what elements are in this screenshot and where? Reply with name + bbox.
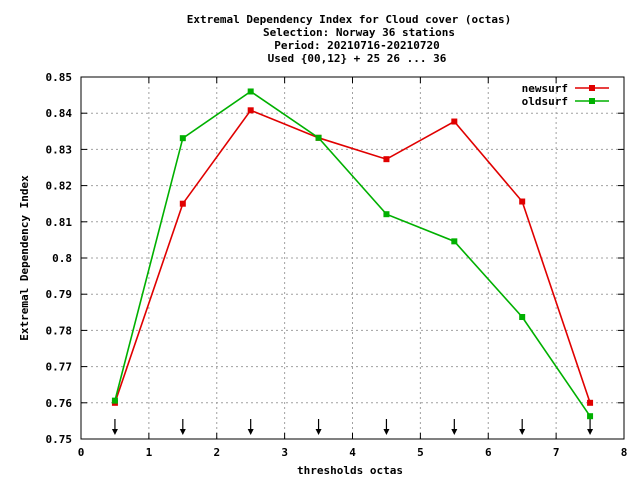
title-line-3: Period: 20210716-20210720 xyxy=(274,39,440,52)
oldsurf-point xyxy=(111,397,118,404)
oldsurf-point xyxy=(519,314,526,321)
y-tick-label: 0.78 xyxy=(46,324,73,337)
y-tick-label: 0.81 xyxy=(46,216,73,229)
threshold-arrow xyxy=(451,419,458,435)
oldsurf-point xyxy=(315,134,322,141)
y-tick-label: 0.82 xyxy=(46,180,73,193)
x-axis-label: thresholds octas xyxy=(297,464,403,477)
legend-marker xyxy=(589,98,595,104)
legend-marker xyxy=(589,85,595,91)
threshold-arrow xyxy=(315,419,322,435)
y-tick-label: 0.84 xyxy=(46,107,73,120)
threshold-arrow xyxy=(179,419,186,435)
oldsurf-line xyxy=(114,90,591,417)
legend-entry-oldsurf: oldsurf xyxy=(522,95,609,108)
newsurf-point xyxy=(179,200,186,207)
x-tick-labels: 0 1 2 3 4 5 6 7 8 xyxy=(78,446,628,459)
x-tick-label: 5 xyxy=(417,446,424,459)
x-tick-label: 7 xyxy=(553,446,560,459)
legend-label: oldsurf xyxy=(522,95,568,108)
series-oldsurf xyxy=(111,88,594,420)
plot-frame xyxy=(80,76,625,440)
oldsurf-point xyxy=(247,88,254,95)
oldsurf-point xyxy=(383,211,390,218)
newsurf-point xyxy=(383,156,390,163)
newsurf-point xyxy=(519,198,526,205)
y-tick-label: 0.83 xyxy=(46,143,73,156)
newsurf-point xyxy=(247,107,254,114)
newsurf-point xyxy=(587,399,594,406)
legend-label: newsurf xyxy=(522,82,568,95)
x-tick-label: 6 xyxy=(485,446,492,459)
y-tick-labels: 0.75 0.76 0.77 0.78 0.79 0.8 0.81 0.82 0.83 0.84 0… xyxy=(46,71,73,446)
series xyxy=(111,88,594,420)
grid xyxy=(81,77,624,439)
y-tick-label: 0.85 xyxy=(46,71,73,84)
y-tick-label: 0.8 xyxy=(52,252,72,265)
x-tick-label: 2 xyxy=(213,446,220,459)
oldsurf-point xyxy=(451,238,458,245)
title-line-2: Selection: Norway 36 stations xyxy=(263,26,455,39)
y-tick-label: 0.79 xyxy=(46,288,73,301)
y-axis-label: Extremal Dependency Index xyxy=(18,175,31,341)
threshold-arrow xyxy=(383,419,390,435)
y-tick-label: 0.76 xyxy=(46,397,73,410)
x-tick-label: 1 xyxy=(146,446,153,459)
legend-entry-newsurf: newsurf xyxy=(522,82,609,95)
threshold-arrow xyxy=(519,419,526,435)
chart-title: Extremal Dependency Index for Cloud cove… xyxy=(187,13,512,65)
threshold-arrow xyxy=(111,419,118,435)
oldsurf-point xyxy=(587,413,594,420)
threshold-markers xyxy=(111,419,594,435)
oldsurf-point xyxy=(179,135,186,142)
x-tick-label: 4 xyxy=(349,446,356,459)
newsurf-point xyxy=(451,118,458,125)
y-tick-label: 0.75 xyxy=(46,433,73,446)
title-line-4: Used {00,12} + 25 26 ... 36 xyxy=(268,52,447,65)
threshold-arrow xyxy=(247,419,254,435)
y-tick-label: 0.77 xyxy=(46,361,73,374)
threshold-arrow xyxy=(587,419,594,435)
x-tick-label: 0 xyxy=(78,446,85,459)
x-tick-label: 8 xyxy=(621,446,628,459)
title-line-1: Extremal Dependency Index for Cloud cove… xyxy=(187,13,512,26)
x-tick-label: 3 xyxy=(281,446,288,459)
newsurf-line xyxy=(114,109,591,404)
